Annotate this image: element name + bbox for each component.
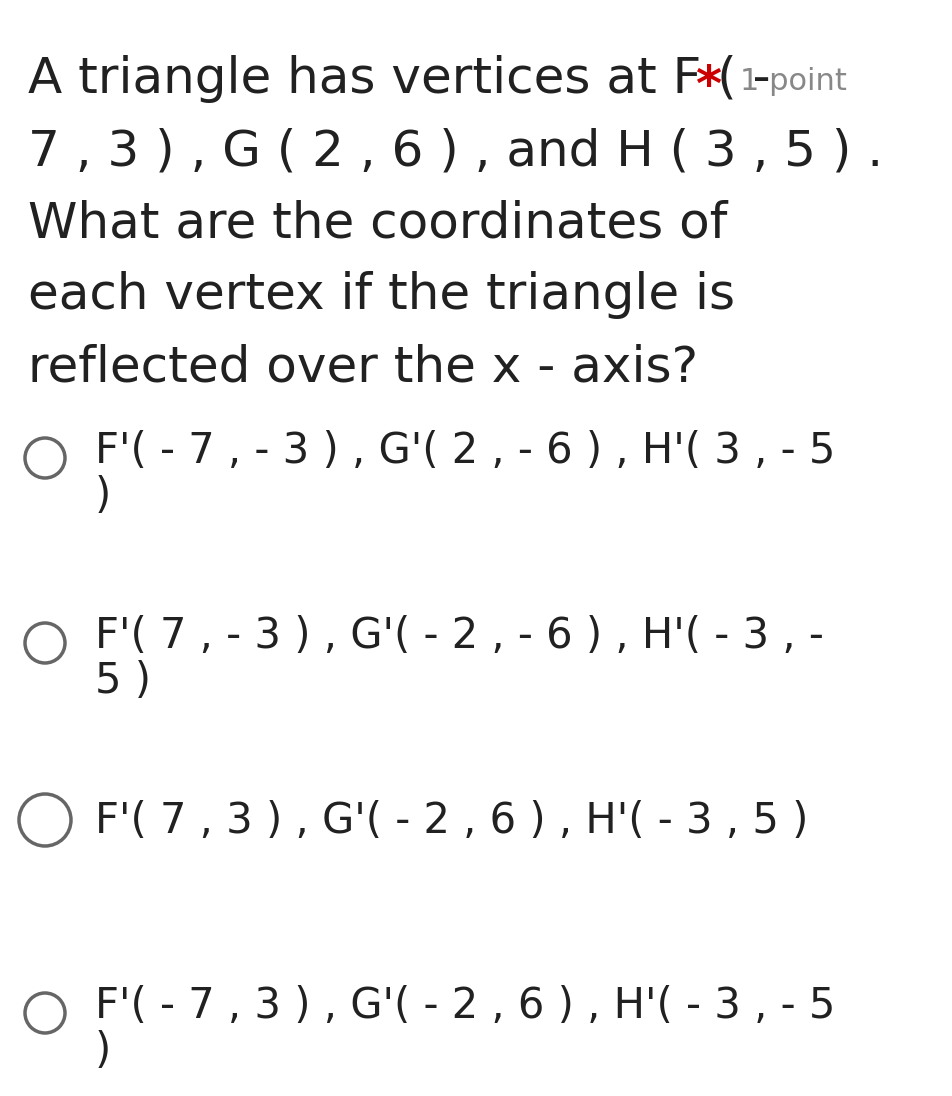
- Text: F'( - 7 , - 3 ) , G'( 2 , - 6 ) , H'( 3 , - 5: F'( - 7 , - 3 ) , G'( 2 , - 6 ) , H'( 3 …: [95, 430, 835, 472]
- Text: *: *: [695, 62, 721, 111]
- Text: 1 point: 1 point: [740, 67, 847, 96]
- Text: reflected over the x - axis?: reflected over the x - axis?: [28, 343, 698, 391]
- Text: ): ): [95, 1030, 111, 1072]
- Text: ): ): [95, 475, 111, 517]
- Text: F'( 7 , 3 ) , G'( - 2 , 6 ) , H'( - 3 , 5 ): F'( 7 , 3 ) , G'( - 2 , 6 ) , H'( - 3 , …: [95, 800, 808, 842]
- Text: F'( 7 , - 3 ) , G'( - 2 , - 6 ) , H'( - 3 , -: F'( 7 , - 3 ) , G'( - 2 , - 6 ) , H'( - …: [95, 615, 823, 657]
- Text: F'( - 7 , 3 ) , G'( - 2 , 6 ) , H'( - 3 , - 5: F'( - 7 , 3 ) , G'( - 2 , 6 ) , H'( - 3 …: [95, 985, 835, 1027]
- Text: 5 ): 5 ): [95, 660, 151, 703]
- Text: 7 , 3 ) , G ( 2 , 6 ) , and H ( 3 , 5 ) .: 7 , 3 ) , G ( 2 , 6 ) , and H ( 3 , 5 ) …: [28, 127, 883, 175]
- Text: What are the coordinates of: What are the coordinates of: [28, 199, 727, 247]
- Text: A triangle has vertices at F ( -: A triangle has vertices at F ( -: [28, 55, 770, 103]
- Text: each vertex if the triangle is: each vertex if the triangle is: [28, 271, 735, 319]
